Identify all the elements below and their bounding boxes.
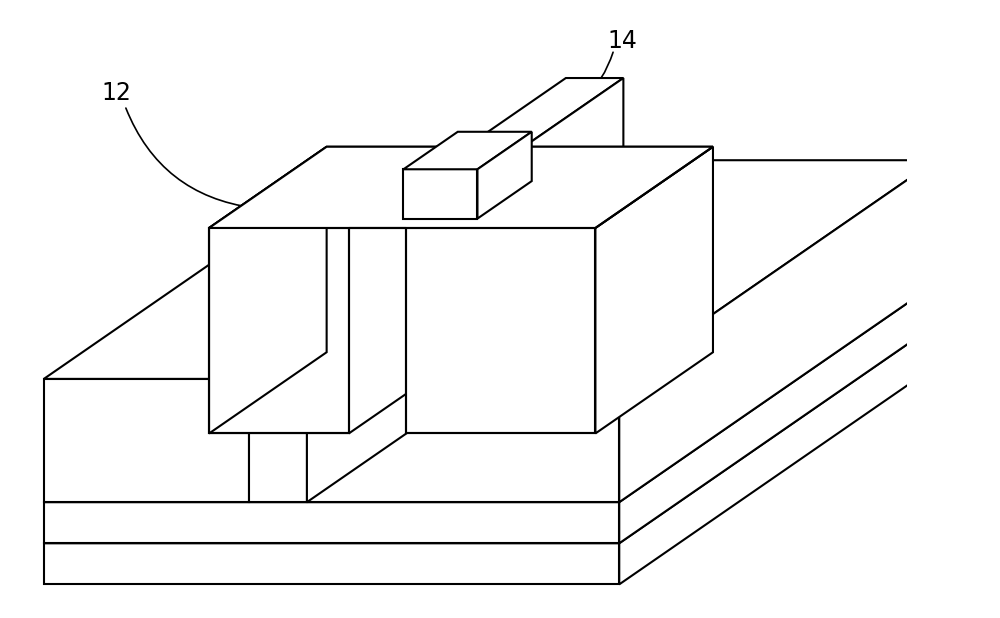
- Text: 14: 14: [607, 30, 637, 53]
- Polygon shape: [307, 160, 936, 379]
- Polygon shape: [406, 146, 713, 228]
- Polygon shape: [595, 146, 713, 433]
- Polygon shape: [209, 228, 349, 433]
- Polygon shape: [619, 284, 936, 543]
- Polygon shape: [209, 146, 466, 228]
- Polygon shape: [249, 297, 307, 502]
- Polygon shape: [595, 146, 713, 228]
- Polygon shape: [403, 169, 477, 219]
- Polygon shape: [44, 324, 936, 543]
- Polygon shape: [249, 160, 566, 502]
- Polygon shape: [619, 324, 936, 585]
- Polygon shape: [44, 543, 619, 585]
- Polygon shape: [209, 146, 713, 228]
- Polygon shape: [349, 146, 466, 433]
- Polygon shape: [307, 78, 623, 502]
- Polygon shape: [619, 160, 936, 502]
- Polygon shape: [307, 379, 619, 502]
- Polygon shape: [44, 160, 566, 379]
- Polygon shape: [209, 146, 327, 433]
- Text: 12: 12: [102, 81, 132, 105]
- Polygon shape: [44, 284, 936, 502]
- Polygon shape: [477, 132, 532, 219]
- Polygon shape: [249, 78, 623, 297]
- Polygon shape: [44, 379, 249, 502]
- Polygon shape: [403, 132, 532, 169]
- Polygon shape: [44, 502, 619, 543]
- Polygon shape: [406, 228, 595, 433]
- Polygon shape: [209, 228, 349, 433]
